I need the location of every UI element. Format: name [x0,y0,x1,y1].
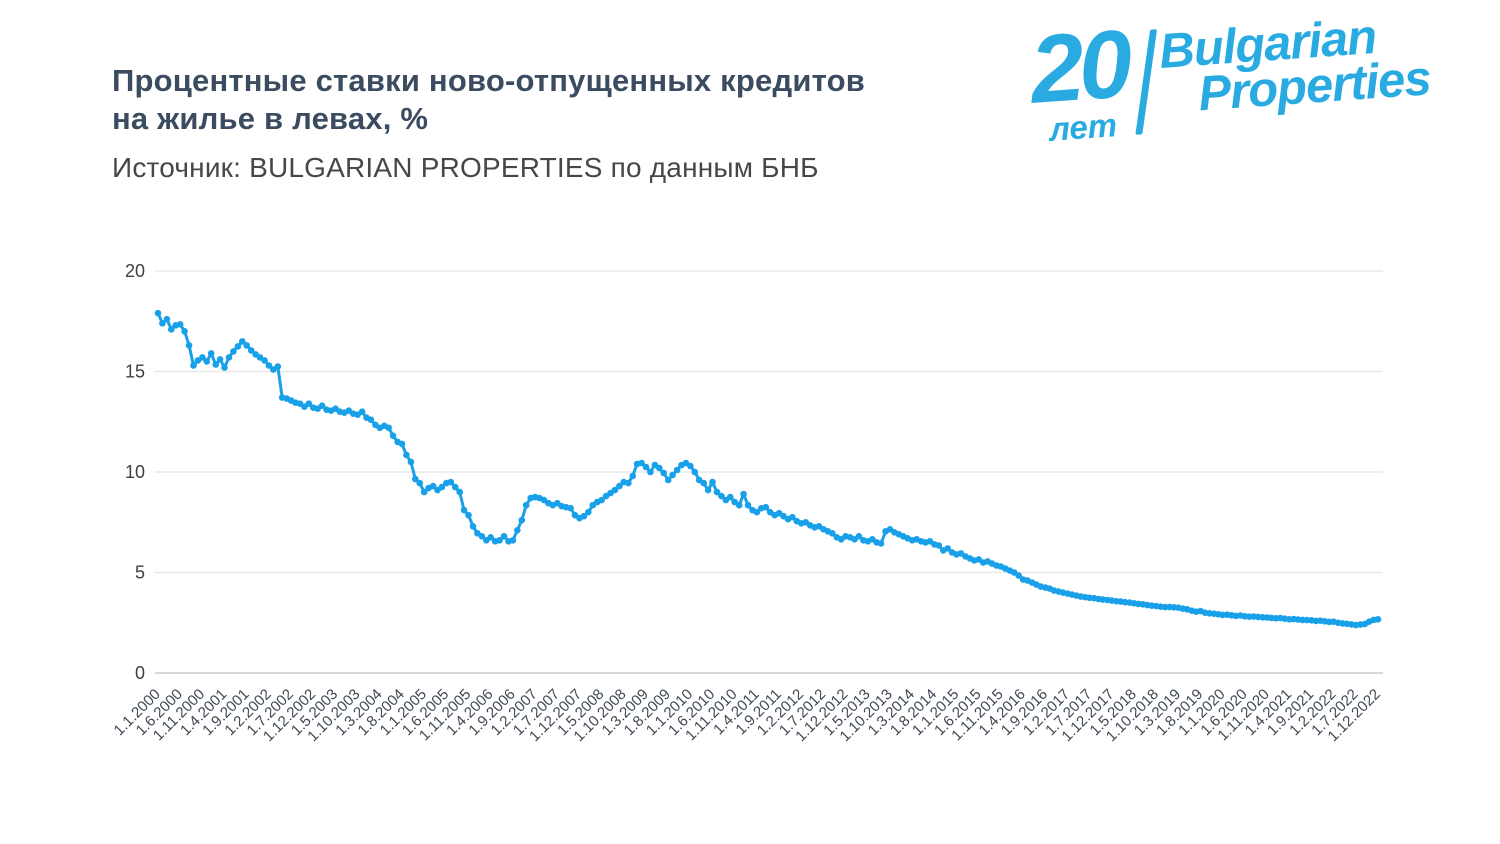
data-point-marker [829,530,836,537]
data-point-marker [199,354,206,361]
data-point-marker [451,483,459,491]
data-point-marker [398,440,406,448]
data-point-marker [234,343,242,350]
y-tick-label: 5 [135,563,145,583]
y-tick-label: 0 [135,663,145,683]
data-point-marker [420,488,428,496]
data-point-marker [669,471,676,479]
data-point-marker [616,482,623,490]
data-point-marker [478,533,486,540]
data-point-marker [642,463,650,471]
page-title-line1: Процентные ставки ново-отпущенных кредит… [112,63,865,98]
data-point-marker [691,468,699,476]
data-point-marker [305,400,313,408]
data-point-marker [181,328,188,335]
data-point-marker [487,534,495,541]
data-point-marker [496,537,503,544]
data-point-marker [190,362,197,369]
data-point-marker [638,459,645,467]
data-point-marker [647,468,654,476]
data-point-marker [855,533,863,540]
data-point-marker [625,479,632,487]
data-point-marker [514,527,521,534]
data-point-marker [159,320,166,327]
data-point-marker [203,358,211,365]
data-point-marker [753,508,761,516]
data-point-marker [318,402,326,410]
data-point-marker [412,475,419,483]
data-point-marker [225,354,233,361]
data-point-marker [154,309,162,317]
data-point-marker [700,479,707,487]
data-point-marker [247,347,255,354]
data-point-marker [522,501,530,509]
data-point-marker [789,513,796,521]
data-point-marker [389,432,397,440]
data-point-marker [585,508,592,516]
data-point-marker [465,511,472,519]
y-tick-label: 20 [125,261,145,281]
data-point-marker [877,540,885,547]
data-point-marker [509,537,517,544]
data-point-marker [416,479,424,487]
data-point-marker [207,350,215,357]
data-point-marker [500,533,508,540]
data-point-marker [367,416,375,424]
data-point-marker [762,503,770,511]
source-text: Источник: BULGARIAN PROPERTIES по данным… [112,152,819,183]
data-point-marker [944,545,951,552]
data-point-marker [261,357,268,364]
data-point-marker [660,469,667,477]
data-point-marker [469,523,477,530]
data-point-marker [407,458,415,466]
data-point-marker [429,482,437,490]
data-point-marker [935,542,943,549]
data-point-marker [709,478,716,486]
data-point-marker [456,488,464,496]
data-point-marker [239,338,246,345]
data-point-marker [664,476,672,484]
data-point-marker [1015,572,1022,579]
data-point-marker [611,486,619,494]
data-point-marker [713,488,721,496]
data-point-marker [687,462,694,470]
data-point-marker [274,363,282,370]
y-tick-label: 10 [125,462,145,482]
rate-line [156,311,1380,627]
data-point-marker [629,472,636,480]
data-point-marker [727,493,734,501]
data-point-marker [718,492,725,500]
data-point-marker [176,321,184,328]
data-point-marker [403,451,410,459]
data-point-marker [518,516,526,524]
data-point-marker [673,466,681,474]
data-point-marker [185,342,193,349]
data-point-marker [265,362,273,369]
data-point-marker [740,490,747,498]
data-point-marker [704,486,712,494]
data-point-marker [580,512,588,520]
data-point-marker [438,483,446,491]
data-point-marker [735,501,743,509]
data-point-marker [567,504,574,512]
data-point-marker [216,356,224,363]
data-point-marker [221,364,228,371]
data-point-marker [460,506,468,514]
data-point-marker [243,342,250,349]
data-point-marker [447,478,455,486]
page-title: Процентные ставки ново-отпущенных кредит… [112,62,952,138]
data-point-marker [163,315,171,323]
data-point-marker [598,496,605,504]
data-point-marker [168,326,175,333]
page-title-line2: на жилье в левах, % [112,101,429,136]
data-point-marker [212,361,219,368]
data-point-marker [358,408,366,416]
y-tick-label: 15 [125,362,145,382]
data-point-marker [656,464,663,472]
data-point-marker [230,348,237,355]
data-point-marker [744,501,752,509]
data-point-marker [1374,616,1382,623]
data-point-marker [385,424,393,432]
